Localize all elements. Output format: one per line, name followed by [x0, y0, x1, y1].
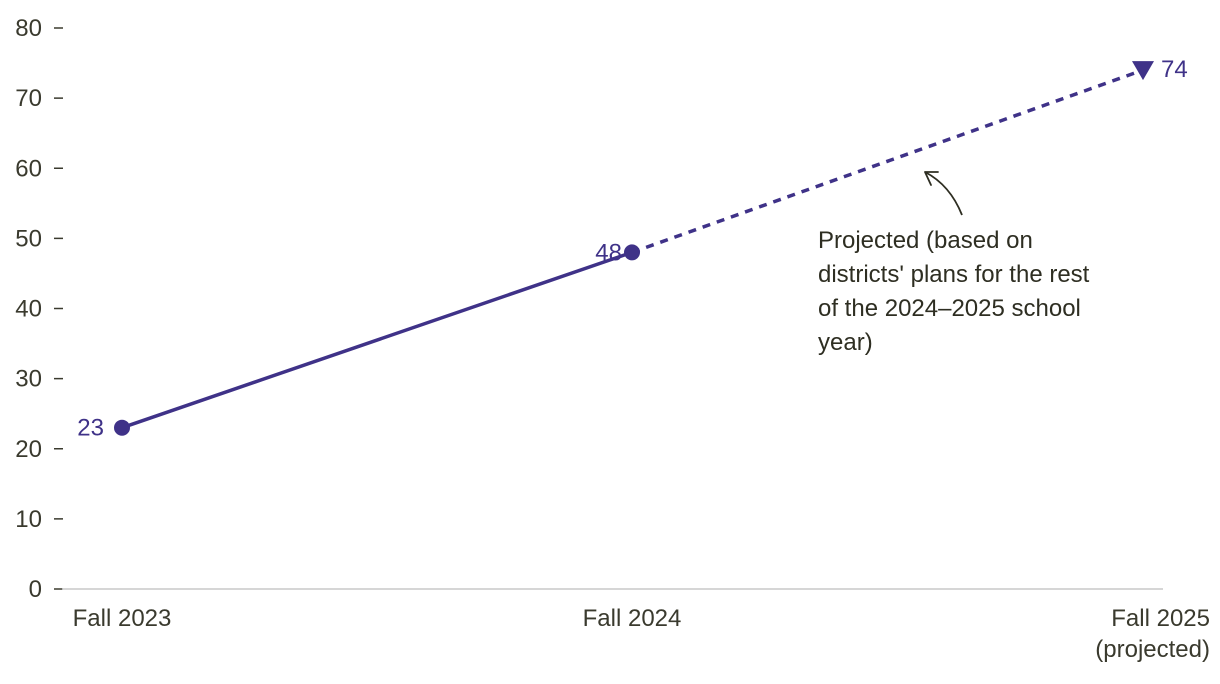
- y-tick-label: 60: [15, 155, 42, 182]
- x-tick-label-line: Fall 2025: [1111, 605, 1210, 632]
- y-tick-label: 20: [15, 436, 42, 463]
- x-tick-label-line: Fall 2024: [583, 605, 682, 632]
- annotation-line: Projected (based on: [818, 227, 1033, 254]
- data-label: 74: [1161, 56, 1188, 83]
- data-point: [624, 244, 640, 260]
- data-point: [114, 420, 130, 436]
- y-tick-label: 70: [15, 85, 42, 112]
- y-tick-label: 0: [29, 576, 42, 603]
- x-tick-label-line: Fall 2023: [73, 605, 172, 632]
- y-tick-label: 40: [15, 296, 42, 323]
- y-tick-label: 30: [15, 366, 42, 393]
- y-tick-label: 50: [15, 225, 42, 252]
- annotation-line: year): [818, 329, 873, 356]
- annotation-line: districts' plans for the rest: [818, 261, 1090, 288]
- projected-line: [632, 70, 1143, 252]
- actual-line: [122, 252, 632, 427]
- y-axis: 0 10 20 30 40 50 60 70 80: [15, 15, 63, 603]
- x-tick-label: Fall 2025 (projected): [1095, 605, 1210, 663]
- x-tick-label: Fall 2024: [583, 605, 682, 632]
- y-tick-label: 80: [15, 15, 42, 42]
- x-tick-label: Fall 2023: [73, 605, 172, 632]
- projection-annotation: Projected (based on districts' plans for …: [818, 172, 1090, 356]
- annotation-line: of the 2024–2025 school: [818, 295, 1081, 322]
- x-axis: Fall 2023 Fall 2024 Fall 2025 (projected): [62, 589, 1210, 663]
- y-tick-label: 10: [15, 506, 42, 533]
- annotation-text: Projected (based on districts' plans for …: [818, 227, 1090, 356]
- annotation-arrow: [925, 172, 962, 215]
- x-tick-label-line: (projected): [1095, 636, 1210, 663]
- data-point-projected: [1132, 61, 1154, 80]
- data-label: 48: [595, 239, 622, 266]
- data-label: 23: [77, 415, 104, 442]
